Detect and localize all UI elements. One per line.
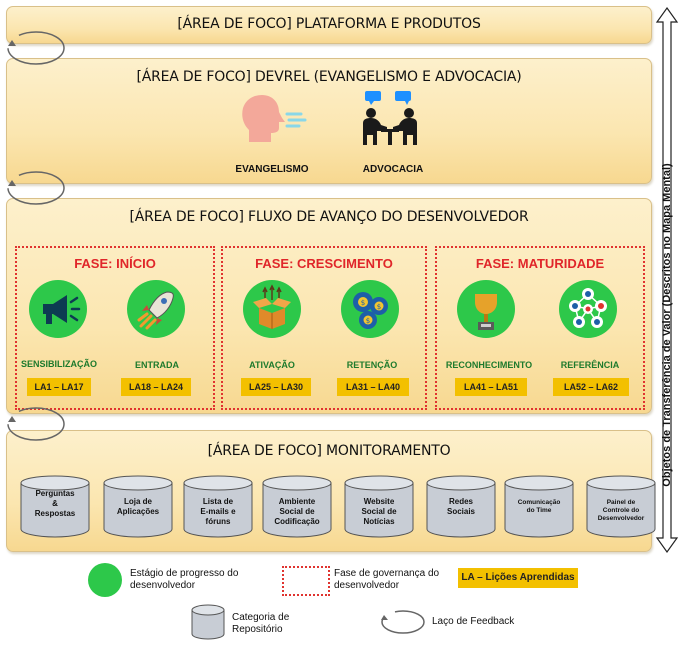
stage-label: REFERÊNCIA <box>560 360 620 370</box>
stage-circle <box>29 280 87 338</box>
repository-cylinder: Perguntas & Respostas <box>19 475 91 539</box>
legend-la-badge: LA – Lições Aprendidas <box>458 568 578 588</box>
svg-text:$: $ <box>366 317 370 325</box>
area-fluxo-title: [ÁREA DE FOCO] FLUXO DE AVANÇO DO DESENV… <box>129 209 529 225</box>
la-badge: LA52 – LA62 <box>553 378 629 396</box>
repository-label: Comunicação do Time <box>517 499 561 514</box>
svg-text:$: $ <box>377 303 381 311</box>
legend-repository-text: Categoria de Repositório <box>232 612 290 635</box>
stage-label: SENSIBILIZAÇÃO <box>20 359 97 369</box>
legend-repository-swatch <box>190 604 226 640</box>
meeting-people-icon <box>353 89 433 149</box>
repository-label: Perguntas & Respostas <box>34 489 76 518</box>
stage-circle <box>127 280 185 338</box>
la-badge: LA31 – LA40 <box>337 378 409 396</box>
side-label: Objetos de Transferência de Valor (Descr… <box>661 163 673 487</box>
gears-money-icon: $ $ $ <box>353 292 388 329</box>
stage-circle <box>457 280 515 338</box>
phase-title: FASE: INÍCIO <box>74 256 156 271</box>
phase-maturidade: FASE: MATURIDADE RECONHECIMENTO REFERÊNC… <box>435 246 645 410</box>
speaking-person-icon <box>239 92 309 147</box>
phase-inicio: FASE: INÍCIO SENSIBILIZAÇÃO ENTRADA LA1 … <box>15 246 215 410</box>
repository-label: Painel de Controle do Desenvolvedor <box>597 499 645 522</box>
area-plataforma: [ÁREA DE FOCO] PLATAFORMA E PRODUTOS <box>6 6 652 44</box>
repository-label: Lista de E-mails e fóruns <box>200 497 236 526</box>
phase-crescimento: FASE: CRESCIMENTO $ $ $ A <box>221 246 427 410</box>
evangelismo-label: EVANGELISMO <box>235 164 309 175</box>
svg-text:$: $ <box>361 299 365 307</box>
repository-cylinder: Lista de E-mails e fóruns <box>182 475 254 539</box>
stage-label: RETENÇÃO <box>346 360 398 370</box>
legend-governance-swatch <box>282 566 330 596</box>
repository-cylinder: Redes Sociais <box>425 475 497 539</box>
open-box-icon <box>253 284 291 329</box>
repository-label: Website Social de Notícias <box>361 497 397 526</box>
network-icon <box>569 288 607 328</box>
phase-title: FASE: MATURIDADE <box>475 256 605 271</box>
repository-cylinder: Comunicação do Time <box>503 475 575 539</box>
area-devrel: [ÁREA DE FOCO] DEVREL (EVANGELISMO E ADV… <box>6 58 652 184</box>
repository-cylinder: Loja de Aplicações <box>102 475 174 539</box>
area-plataforma-title: [ÁREA DE FOCO] PLATAFORMA E PRODUTOS <box>177 16 481 32</box>
area-monitoramento: [ÁREA DE FOCO] MONITORAMENTO Perguntas &… <box>6 430 656 552</box>
la-badge: LA25 – LA30 <box>241 378 311 396</box>
repository-cylinder: Painel de Controle do Desenvolvedor <box>585 475 657 539</box>
legend-governance-text: Fase de governança do desenvolvedor <box>334 568 440 591</box>
phase-title: FASE: CRESCIMENTO <box>255 256 393 271</box>
repository-label: Ambiente Social de Codificação <box>274 497 320 526</box>
repository-cylinder: Ambiente Social de Codificação <box>261 475 333 539</box>
area-fluxo: [ÁREA DE FOCO] FLUXO DE AVANÇO DO DESENV… <box>6 198 652 414</box>
repository-label: Redes Sociais <box>446 497 475 516</box>
la-badge: LA18 – LA24 <box>121 378 191 396</box>
stage-circle: $ $ $ <box>341 280 399 338</box>
stage-label: RECONHECIMENTO <box>445 360 533 370</box>
legend-feedback-icon <box>378 606 428 638</box>
legend-stage-swatch <box>88 563 122 597</box>
advocacia-label: ADVOCACIA <box>362 164 424 175</box>
stage-label: ENTRADA <box>135 360 179 370</box>
repository-label: Loja de Aplicações <box>116 497 160 516</box>
feedback-loop-icon <box>4 26 68 70</box>
megaphone-icon <box>43 295 81 324</box>
trophy-icon <box>475 294 497 330</box>
legend-stage-text: Estágio de progresso do desenvolvedor <box>130 568 239 591</box>
la-badge: LA1 – LA17 <box>27 378 91 396</box>
stage-circle <box>559 280 617 338</box>
legend-feedback-text: Laço de Feedback <box>432 616 515 627</box>
rocket-icon <box>137 291 174 330</box>
area-devrel-title: [ÁREA DE FOCO] DEVREL (EVANGELISMO E ADV… <box>136 69 522 85</box>
feedback-loop-icon <box>4 166 68 210</box>
repository-cylinder: Website Social de Notícias <box>343 475 415 539</box>
stage-circle <box>243 280 301 338</box>
feedback-loop-icon <box>4 402 68 446</box>
stage-label: ATIVAÇÃO <box>249 360 295 370</box>
value-transfer-arrow <box>655 6 679 554</box>
area-monitoramento-title: [ÁREA DE FOCO] MONITORAMENTO <box>207 443 451 459</box>
la-badge: LA41 – LA51 <box>455 378 527 396</box>
